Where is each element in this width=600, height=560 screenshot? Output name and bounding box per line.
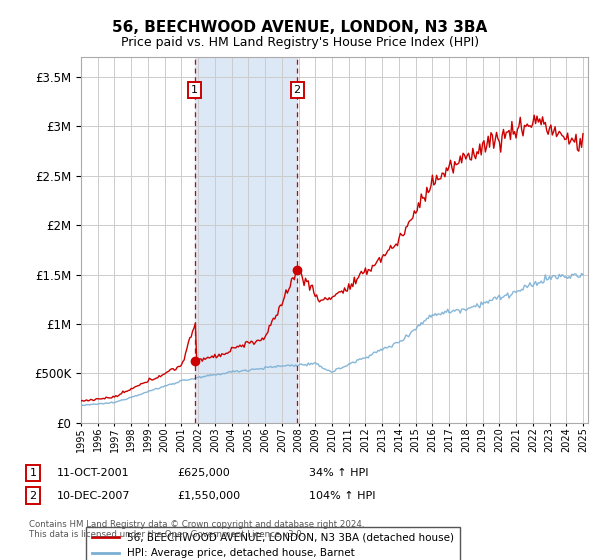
Bar — [194, 57, 297, 423]
Text: £1,550,000: £1,550,000 — [177, 491, 240, 501]
Text: 104% ↑ HPI: 104% ↑ HPI — [309, 491, 376, 501]
Text: £625,000: £625,000 — [177, 468, 230, 478]
Text: 1: 1 — [191, 85, 198, 95]
Text: 2: 2 — [293, 85, 301, 95]
Text: 1: 1 — [29, 468, 37, 478]
Text: Price paid vs. HM Land Registry's House Price Index (HPI): Price paid vs. HM Land Registry's House … — [121, 36, 479, 49]
Text: 56, BEECHWOOD AVENUE, LONDON, N3 3BA: 56, BEECHWOOD AVENUE, LONDON, N3 3BA — [112, 20, 488, 35]
Legend: 56, BEECHWOOD AVENUE, LONDON, N3 3BA (detached house), HPI: Average price, detac: 56, BEECHWOOD AVENUE, LONDON, N3 3BA (de… — [86, 527, 460, 560]
Text: 10-DEC-2007: 10-DEC-2007 — [57, 491, 131, 501]
Text: 34% ↑ HPI: 34% ↑ HPI — [309, 468, 368, 478]
Text: 11-OCT-2001: 11-OCT-2001 — [57, 468, 130, 478]
Text: Contains HM Land Registry data © Crown copyright and database right 2024.
This d: Contains HM Land Registry data © Crown c… — [29, 520, 364, 539]
Text: 2: 2 — [29, 491, 37, 501]
